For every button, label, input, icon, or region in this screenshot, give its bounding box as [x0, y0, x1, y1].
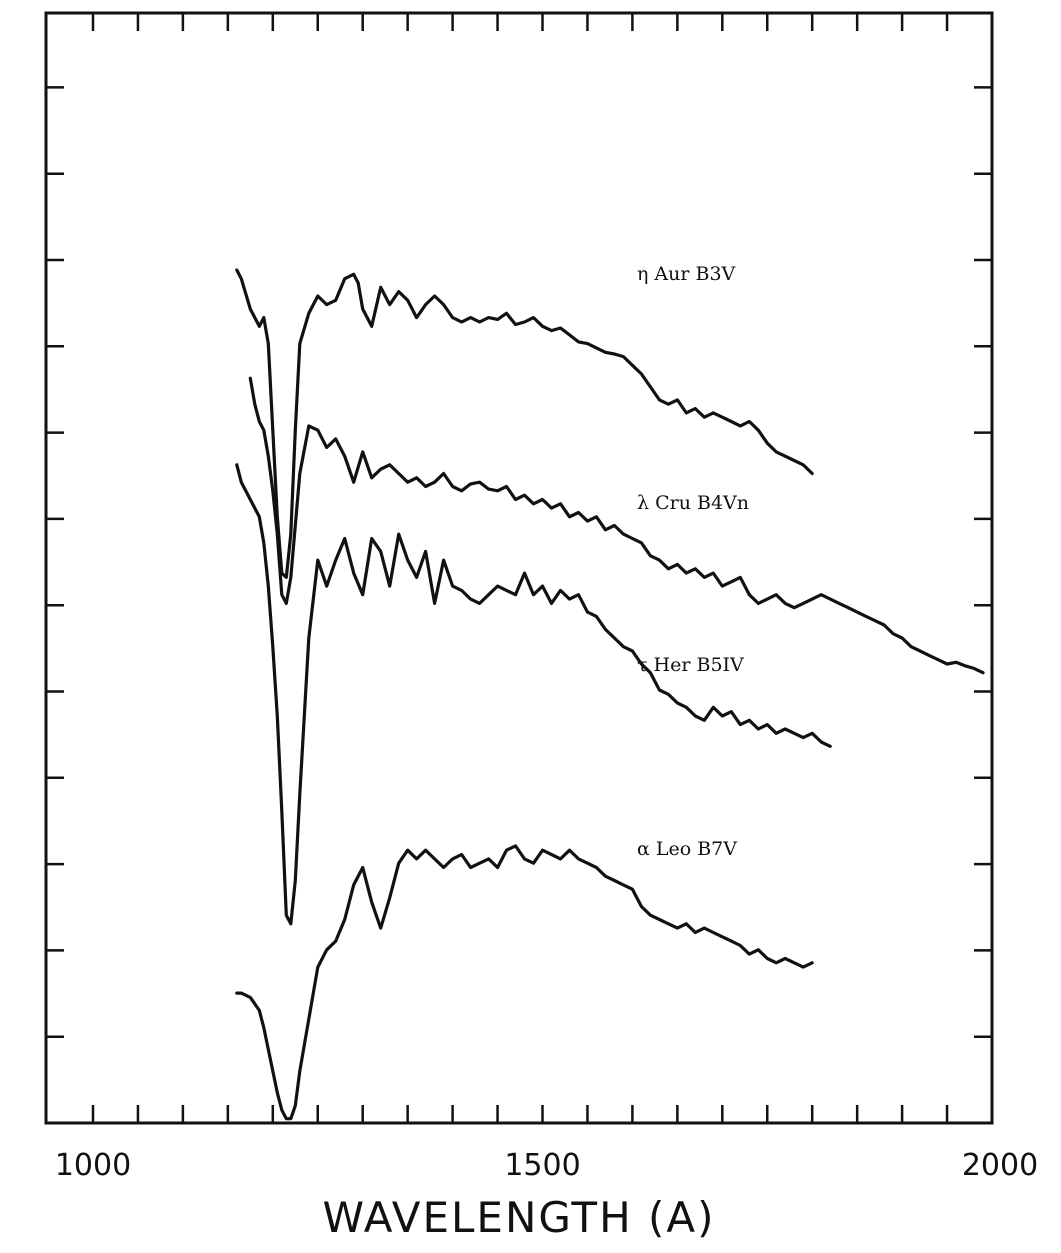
plot-frame	[44, 11, 994, 1125]
x-axis-title: WAVELENGTH (A)	[322, 1193, 715, 1242]
axis-ticks	[46, 13, 994, 1123]
series-label-4: α Leo B7V	[637, 838, 737, 860]
series-line-1	[235, 268, 814, 579]
series-label-3: τ Her B5IV	[637, 654, 744, 676]
x-tick-label: 2000	[962, 1148, 1038, 1183]
series-line-4	[235, 844, 814, 1121]
series-line-3	[235, 463, 832, 926]
x-tick-label: 1000	[55, 1148, 131, 1183]
series-line-2	[248, 376, 985, 675]
series-labels: η Aur B3V λ Cru B4Vn τ Her B5IV α Leo B7V	[637, 263, 749, 860]
series-label-1: η Aur B3V	[637, 263, 736, 285]
spectrum-traces	[235, 268, 985, 1121]
series-label-2: λ Cru B4Vn	[637, 492, 749, 514]
x-tick-labels: 1000 1500 2000	[55, 1148, 1038, 1183]
x-tick-label: 1500	[504, 1148, 580, 1183]
